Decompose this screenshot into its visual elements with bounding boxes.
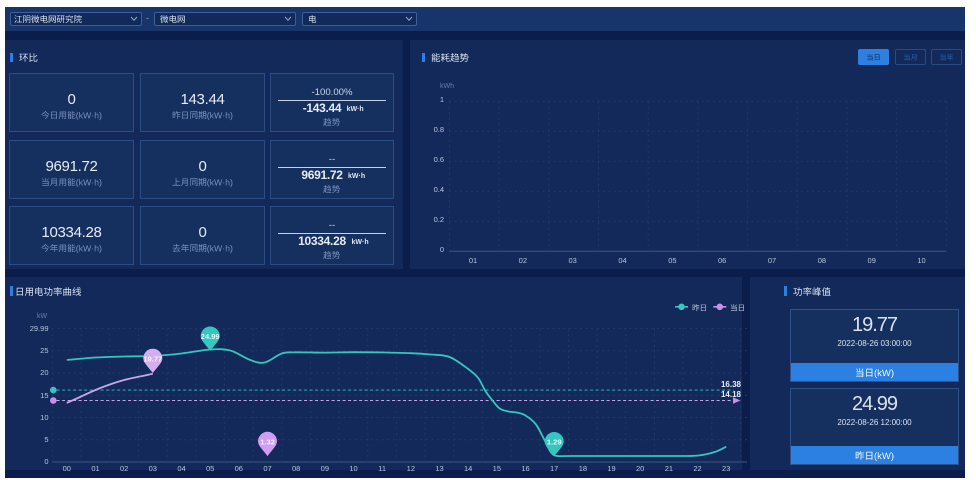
svg-text:1.32: 1.32 <box>260 438 275 447</box>
svg-text:19.77: 19.77 <box>143 354 162 363</box>
svg-text:14.18: 14.18 <box>721 390 742 399</box>
svg-text:16.38: 16.38 <box>721 380 742 389</box>
svg-text:1.29: 1.29 <box>547 438 562 447</box>
svg-text:24.99: 24.99 <box>201 332 220 341</box>
